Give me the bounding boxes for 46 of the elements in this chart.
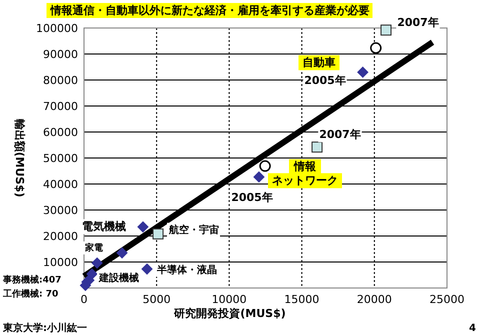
annotation: 自動車	[302, 56, 336, 70]
point	[92, 258, 103, 269]
y-tick-label: 40000	[43, 178, 78, 191]
y-tick-label: 60000	[43, 126, 78, 139]
chart-title: 情報通信・自動車以外に新たな経済・雇用を牽引する産業が必要	[50, 4, 370, 17]
point	[152, 228, 164, 240]
annotation: 電気機械	[82, 220, 126, 234]
point	[357, 66, 368, 78]
x-tick-label: 20000	[356, 293, 392, 306]
annotation: 航空・宇宙	[168, 224, 219, 236]
x-tick-label: 5000	[142, 293, 171, 306]
point	[137, 221, 148, 232]
annotation: 情報	[293, 160, 317, 174]
y-tick-label: 20000	[43, 230, 78, 243]
annotation: 半導体・液晶	[156, 264, 217, 276]
annotation: 2005年	[304, 74, 346, 88]
y-tick-label: 80000	[43, 74, 78, 87]
point	[259, 160, 271, 172]
annotation: 建設機械	[98, 272, 139, 284]
text: 工作機械: 70	[2, 288, 58, 300]
annotation: 家電	[84, 242, 103, 254]
point	[312, 142, 323, 153]
annotation: ネットワーク	[272, 174, 338, 188]
text: 事務機械:407	[2, 274, 62, 286]
point	[370, 42, 382, 54]
text: 東京大学:小川紘一	[2, 322, 87, 334]
x-axis-title: 研究開発投資(MUS$)	[173, 307, 286, 320]
x-tick-label: 25000	[430, 293, 464, 306]
annotation: 2007年	[397, 16, 439, 30]
y-tick-label: 30000	[43, 204, 78, 217]
x-tick-label: 0	[80, 293, 88, 306]
point	[253, 171, 264, 182]
y-tick-label: 100000	[36, 22, 78, 35]
y-axis-title: 輸出額(MUS$)	[13, 118, 26, 198]
x-tick-label: 10000	[212, 293, 247, 306]
x-tick-label: 15000	[284, 293, 320, 306]
annotation: 2005年	[231, 191, 273, 204]
y-tick-label: 70000	[43, 100, 78, 113]
point	[380, 24, 392, 36]
point	[142, 264, 153, 275]
point	[116, 247, 128, 258]
y-tick-label: 10000	[43, 256, 78, 269]
y-tick-label: 50000	[43, 152, 78, 165]
annotation: 2007年	[319, 128, 361, 142]
text: 4	[469, 322, 476, 334]
y-tick-label: 90000	[43, 48, 78, 61]
